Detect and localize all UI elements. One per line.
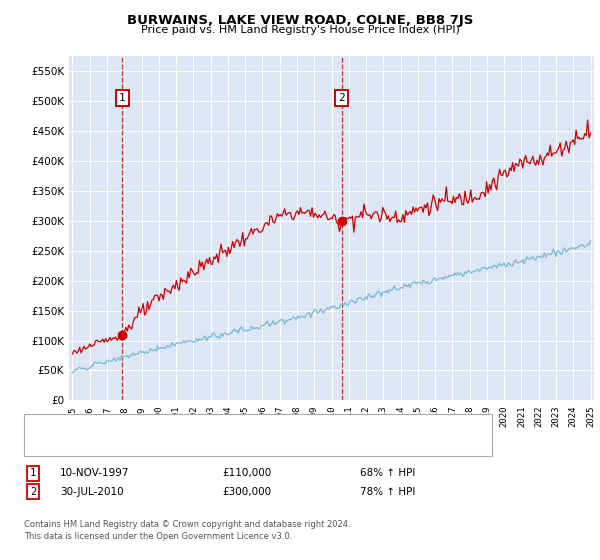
Text: BURWAINS, LAKE VIEW ROAD, COLNE, BB8 7JS: BURWAINS, LAKE VIEW ROAD, COLNE, BB8 7JS bbox=[127, 14, 473, 27]
Text: ——: —— bbox=[33, 419, 58, 433]
Text: HPI: Average price, detached house, Pendle: HPI: Average price, detached house, Pend… bbox=[63, 440, 281, 450]
Text: 1: 1 bbox=[119, 93, 125, 103]
Text: 78% ↑ HPI: 78% ↑ HPI bbox=[360, 487, 415, 497]
Text: Price paid vs. HM Land Registry's House Price Index (HPI): Price paid vs. HM Land Registry's House … bbox=[140, 25, 460, 35]
Text: £300,000: £300,000 bbox=[222, 487, 271, 497]
Text: ——: —— bbox=[33, 438, 58, 451]
Text: Contains HM Land Registry data © Crown copyright and database right 2024.: Contains HM Land Registry data © Crown c… bbox=[24, 520, 350, 529]
Text: £110,000: £110,000 bbox=[222, 468, 271, 478]
Text: 1: 1 bbox=[30, 468, 36, 478]
Text: 30-JUL-2010: 30-JUL-2010 bbox=[60, 487, 124, 497]
Text: 68% ↑ HPI: 68% ↑ HPI bbox=[360, 468, 415, 478]
Text: 10-NOV-1997: 10-NOV-1997 bbox=[60, 468, 130, 478]
Text: 2: 2 bbox=[338, 93, 345, 103]
Text: BURWAINS, LAKE VIEW ROAD, COLNE, BB8 7JS (detached house): BURWAINS, LAKE VIEW ROAD, COLNE, BB8 7JS… bbox=[63, 421, 386, 431]
Text: 2: 2 bbox=[30, 487, 36, 497]
Text: This data is licensed under the Open Government Licence v3.0.: This data is licensed under the Open Gov… bbox=[24, 532, 292, 541]
